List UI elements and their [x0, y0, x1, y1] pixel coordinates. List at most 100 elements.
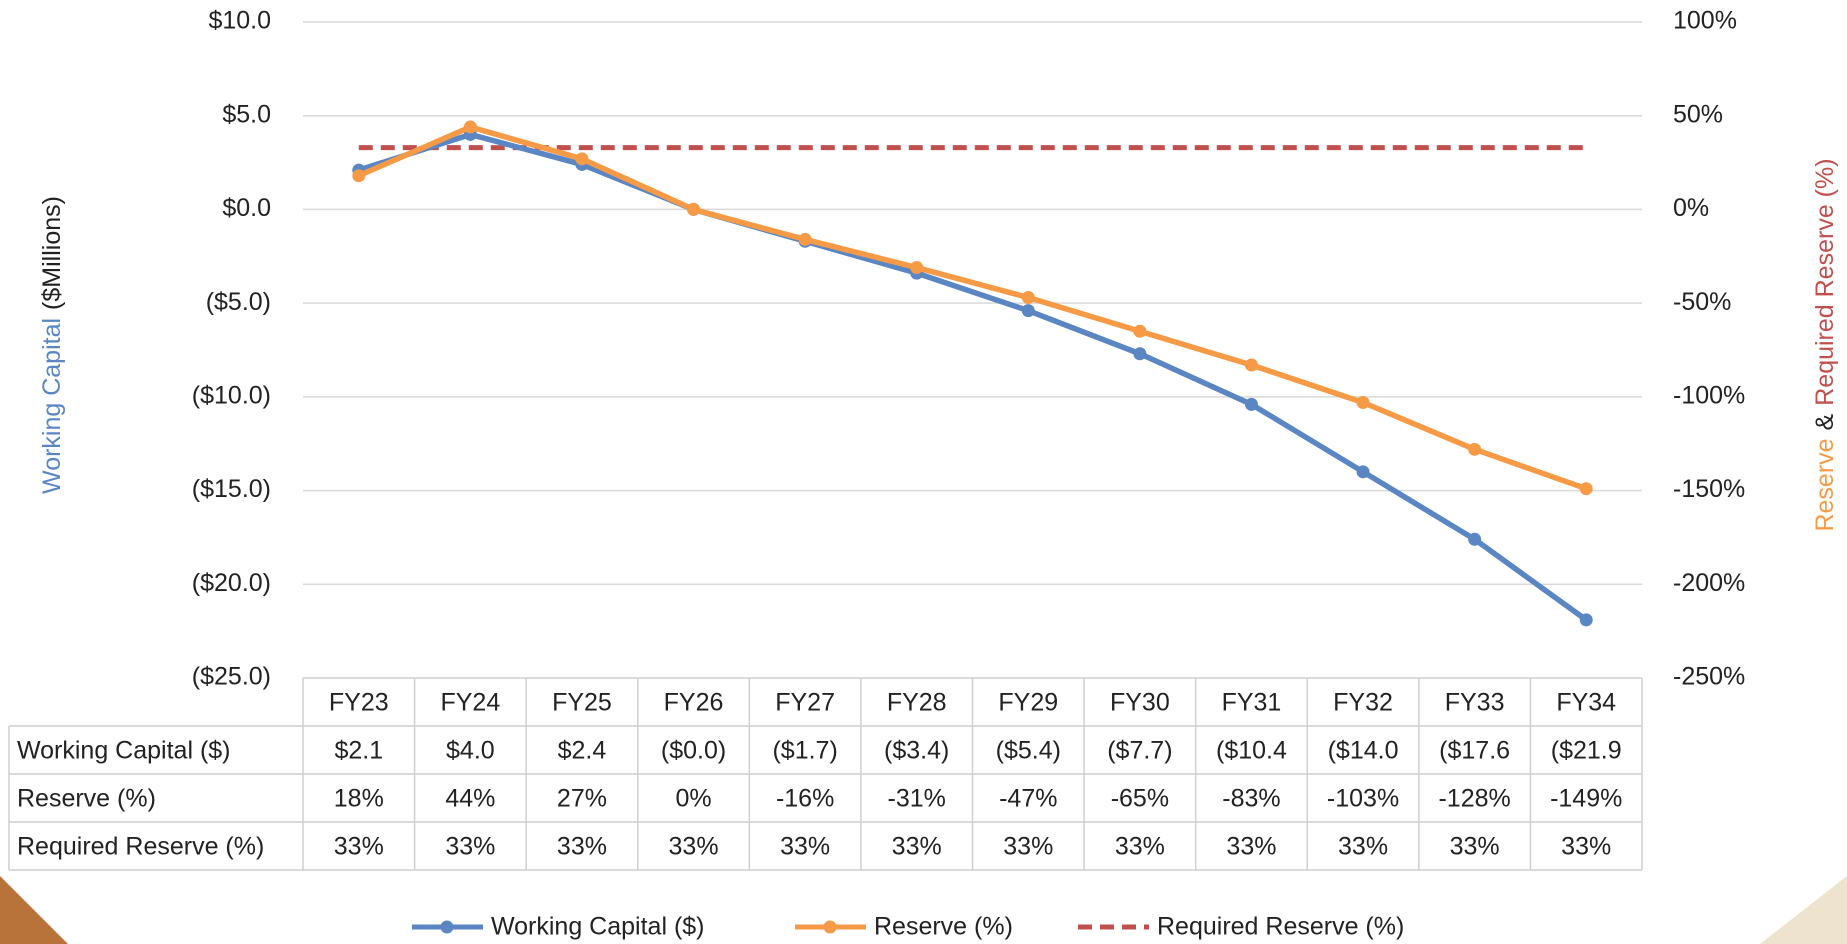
- y-axis-label-part: Working Capital: [38, 318, 66, 494]
- data-point: [575, 152, 589, 166]
- y2-tick-label: -50%: [1673, 288, 1731, 316]
- y2-axis-label-part: Required Reserve (%): [1811, 158, 1839, 405]
- data-point: [798, 232, 812, 246]
- x-tick-label: FY28: [887, 689, 947, 717]
- data-point: [1356, 395, 1370, 409]
- table-cell: 44%: [445, 785, 495, 813]
- table-cell: 33%: [1115, 833, 1165, 861]
- data-point: [1021, 291, 1035, 305]
- table-row-label: Reserve (%): [17, 785, 156, 813]
- table-cell: ($0.0): [661, 737, 726, 765]
- table-row-label: Working Capital ($): [17, 737, 231, 765]
- table-cell: ($10.4: [1216, 737, 1287, 765]
- table-cell: -31%: [888, 785, 946, 813]
- table-cell: 33%: [780, 833, 830, 861]
- legend-label: Reserve (%): [874, 913, 1013, 941]
- y2-axis-label-part: &: [1811, 413, 1839, 430]
- table-cell: ($14.0: [1328, 737, 1399, 765]
- y-axis-label: Working Capital ($Millions): [38, 196, 66, 494]
- x-tick-label: FY24: [440, 689, 500, 717]
- table-cell: -47%: [999, 785, 1057, 813]
- table-cell: -128%: [1438, 785, 1510, 813]
- y2-axis-label: Reserve & Required Reserve (%): [1811, 158, 1839, 531]
- data-point: [1468, 442, 1482, 456]
- y2-tick-label: -250%: [1673, 663, 1745, 691]
- table-cell: 33%: [1450, 833, 1500, 861]
- x-tick-label: FY31: [1222, 689, 1282, 717]
- data-point: [1579, 482, 1593, 496]
- corner-decoration: [1760, 876, 1847, 944]
- data-point: [687, 202, 701, 216]
- table-cell: -83%: [1222, 785, 1280, 813]
- legend-label: Required Reserve (%): [1157, 913, 1404, 941]
- x-tick-label: FY27: [775, 689, 835, 717]
- y-axis-label-part: ($Millions): [38, 196, 66, 310]
- table-cell: ($1.7): [772, 737, 837, 765]
- data-point: [910, 261, 924, 275]
- legend-marker: [440, 920, 454, 934]
- table-cell: 33%: [334, 833, 384, 861]
- table-cell: 33%: [1338, 833, 1388, 861]
- x-tick-label: FY26: [664, 689, 724, 717]
- y-tick-label: $0.0: [222, 194, 271, 222]
- table-cell: $2.4: [558, 737, 607, 765]
- table-cell: -103%: [1327, 785, 1399, 813]
- x-tick-label: FY23: [329, 689, 389, 717]
- table-cell: 27%: [557, 785, 607, 813]
- table-cell: ($5.4): [996, 737, 1061, 765]
- data-point: [352, 169, 366, 183]
- legend-marker: [823, 920, 837, 934]
- series-line: [357, 131, 1588, 623]
- table-cell: 33%: [1003, 833, 1053, 861]
- table-cell: ($21.9: [1551, 737, 1622, 765]
- legend-label: Working Capital ($): [491, 913, 705, 941]
- table-cell: 18%: [334, 785, 384, 813]
- data-point: [1133, 347, 1147, 361]
- y2-tick-label: 50%: [1673, 100, 1723, 128]
- y-tick-label: ($15.0): [192, 475, 271, 503]
- table-cell: 0%: [675, 785, 711, 813]
- data-point: [1579, 613, 1593, 627]
- table-cell: 33%: [669, 833, 719, 861]
- corner-decoration: [0, 876, 68, 944]
- data-point: [1244, 358, 1258, 372]
- y2-tick-label: 0%: [1673, 194, 1709, 222]
- y2-axis-label-part: Reserve: [1811, 438, 1839, 531]
- table-cell: $2.1: [334, 737, 383, 765]
- y2-tick-label: -150%: [1673, 475, 1745, 503]
- table-cell: -16%: [776, 785, 834, 813]
- x-tick-label: FY33: [1445, 689, 1505, 717]
- data-point: [1468, 532, 1482, 546]
- y-tick-label: ($5.0): [206, 288, 271, 316]
- data-point: [1244, 397, 1258, 411]
- x-tick-label: FY29: [998, 689, 1058, 717]
- table-cell: 33%: [892, 833, 942, 861]
- table-cell: ($7.7): [1107, 737, 1172, 765]
- y-tick-label: $5.0: [222, 100, 271, 128]
- y2-tick-label: 100%: [1673, 7, 1737, 35]
- x-tick-label: FY32: [1333, 689, 1393, 717]
- table-cell: ($17.6: [1439, 737, 1510, 765]
- data-point: [463, 120, 477, 134]
- table-cell: 33%: [445, 833, 495, 861]
- table-cell: 33%: [557, 833, 607, 861]
- x-tick-label: FY30: [1110, 689, 1170, 717]
- y2-tick-label: -200%: [1673, 569, 1745, 597]
- data-point: [1021, 304, 1035, 318]
- data-point: [1356, 465, 1370, 479]
- x-tick-label: FY25: [552, 689, 612, 717]
- y2-tick-label: -100%: [1673, 381, 1745, 409]
- y-tick-label: ($10.0): [192, 381, 271, 409]
- table-cell: -65%: [1111, 785, 1169, 813]
- x-tick-label: FY34: [1556, 689, 1616, 717]
- data-point: [1133, 324, 1147, 338]
- table-cell: -149%: [1550, 785, 1622, 813]
- y-tick-label: ($25.0): [192, 663, 271, 691]
- y-tick-label: $10.0: [208, 7, 271, 35]
- table-row-label: Required Reserve (%): [17, 833, 264, 861]
- series-line: [357, 124, 1588, 492]
- table-cell: $4.0: [446, 737, 495, 765]
- table-cell: 33%: [1226, 833, 1276, 861]
